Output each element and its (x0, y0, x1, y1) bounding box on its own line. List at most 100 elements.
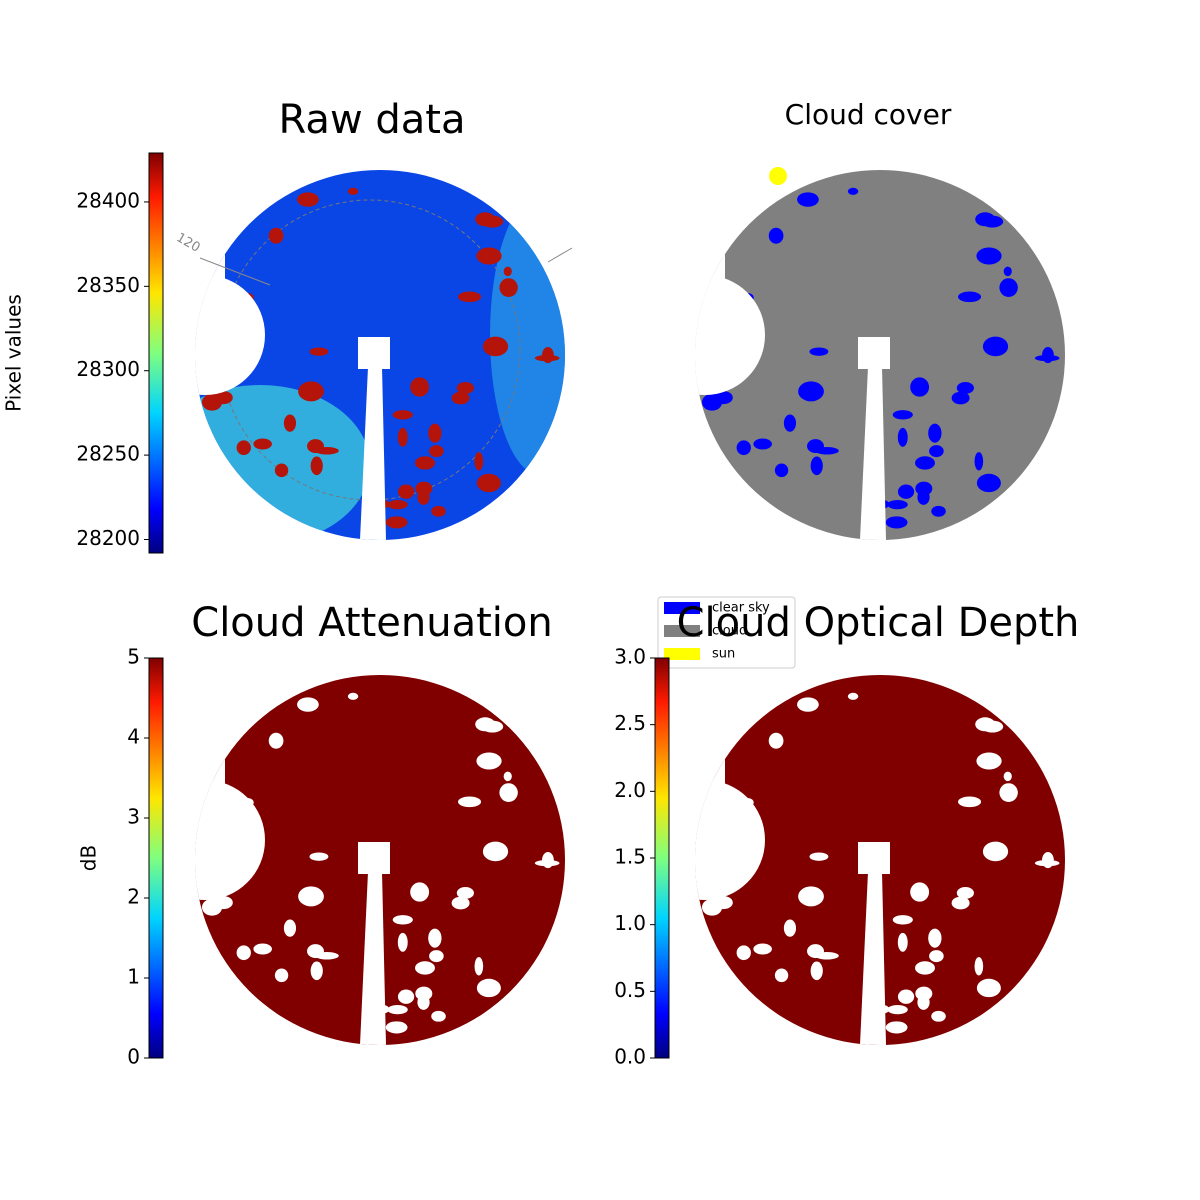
sky-blob (428, 928, 442, 948)
sky-blob (958, 291, 982, 303)
sky-blob (499, 783, 518, 802)
sky-blob (482, 841, 509, 862)
colorbar-tick-label: 2 (127, 885, 140, 909)
sky-blob (534, 859, 560, 867)
sky-blob (892, 410, 913, 420)
sky-blob (428, 423, 442, 443)
legend-swatch (664, 625, 700, 637)
sky-blob (307, 944, 324, 959)
sky-blob (897, 989, 915, 1004)
notch (195, 675, 225, 890)
sky-blob (534, 354, 560, 362)
sky-blob (385, 1021, 408, 1034)
sky-blob (410, 377, 430, 397)
sky-blob (474, 452, 484, 471)
sky-blob (451, 896, 470, 910)
sky-blob (768, 732, 784, 749)
sky-blob (458, 291, 482, 303)
sky-blob (929, 950, 944, 963)
sky-blob (736, 945, 751, 961)
pole-top (858, 337, 890, 369)
colorbar-tick-label: 0 (127, 1045, 140, 1069)
panel-title: Cloud Attenuation (191, 600, 552, 646)
colorbar-tick-label: 28400 (76, 188, 140, 212)
sky-blob (982, 841, 1009, 862)
sky-blob (701, 898, 723, 916)
colorbar-tick-label: 1.5 (614, 845, 646, 869)
sky-blob (798, 886, 824, 907)
sky-blob (701, 393, 723, 411)
sky-blob (307, 439, 324, 454)
sky-blob (298, 381, 324, 402)
sky-blob (268, 227, 284, 244)
sky-blob (499, 278, 518, 297)
sky-blob (885, 1021, 908, 1034)
sky-blob (847, 187, 859, 195)
sky-blob (915, 456, 935, 470)
colorbar-tick-label: 1.0 (614, 911, 646, 935)
pole-top (858, 842, 890, 874)
sky-blob (1034, 859, 1060, 867)
sky-blob (456, 382, 474, 394)
sky-blob (201, 898, 223, 916)
notch (695, 170, 725, 385)
panel-title: Cloud Optical Depth (677, 600, 1080, 646)
sky-blob (236, 440, 251, 456)
speckle (195, 385, 370, 540)
sky-blob (982, 336, 1009, 357)
sky-blob (397, 484, 415, 499)
sky-blob (797, 697, 819, 712)
legend-label: clear sky (712, 601, 770, 616)
sky-blob (283, 919, 297, 937)
legend-label: cloud (712, 624, 747, 639)
colorbar-tick-label: 4 (127, 725, 140, 749)
sky-blob (456, 887, 474, 899)
sky-blob (309, 852, 329, 861)
sky-blob (797, 192, 819, 207)
colorbar-tick-label: 2.0 (614, 778, 646, 802)
legend-label: sun (712, 647, 735, 662)
sky-blob (910, 377, 930, 397)
sky-blob (475, 212, 496, 227)
colorbar-tick-label: 3 (127, 805, 140, 829)
sky-blob (897, 484, 915, 499)
colorbar-label: dB (77, 845, 101, 871)
sky-blob (1034, 354, 1060, 362)
colorbar-tick-label: 28300 (76, 357, 140, 381)
sky-blob (956, 382, 974, 394)
sky-blob (999, 783, 1018, 802)
sky-blob (956, 887, 974, 899)
sky-blob (474, 957, 484, 976)
sky-blob (429, 445, 444, 458)
sun (769, 167, 787, 185)
sky-blob (917, 489, 930, 505)
polar-axis (547, 247, 573, 263)
sky-blob (768, 227, 784, 244)
sky-blob (783, 414, 797, 432)
sky-blob (928, 928, 942, 948)
pole-top (358, 337, 390, 369)
sky-blob (958, 796, 982, 808)
sky-blob (201, 393, 223, 411)
colorbar-tick-label: 1 (127, 965, 140, 989)
legend-swatch (664, 648, 700, 660)
legend-swatch (664, 602, 700, 614)
sky-blob (847, 692, 859, 700)
sky-blob (268, 732, 284, 749)
sky-blob (974, 957, 984, 976)
sky-blob (753, 438, 772, 450)
sky-blob (976, 473, 1001, 493)
colorbar-tick-label: 28250 (76, 442, 140, 466)
sky-blob (931, 505, 946, 517)
sky-blob (274, 968, 289, 983)
sky-blob (885, 516, 908, 529)
sky-blob (298, 886, 324, 907)
pole (360, 367, 386, 540)
sky-blob (417, 994, 430, 1010)
polar-axis (199, 257, 271, 286)
sky-blob (897, 932, 908, 952)
sky-image (195, 675, 565, 1045)
colorbar-label: Pixel values (2, 294, 26, 412)
sky-blob (397, 932, 408, 952)
